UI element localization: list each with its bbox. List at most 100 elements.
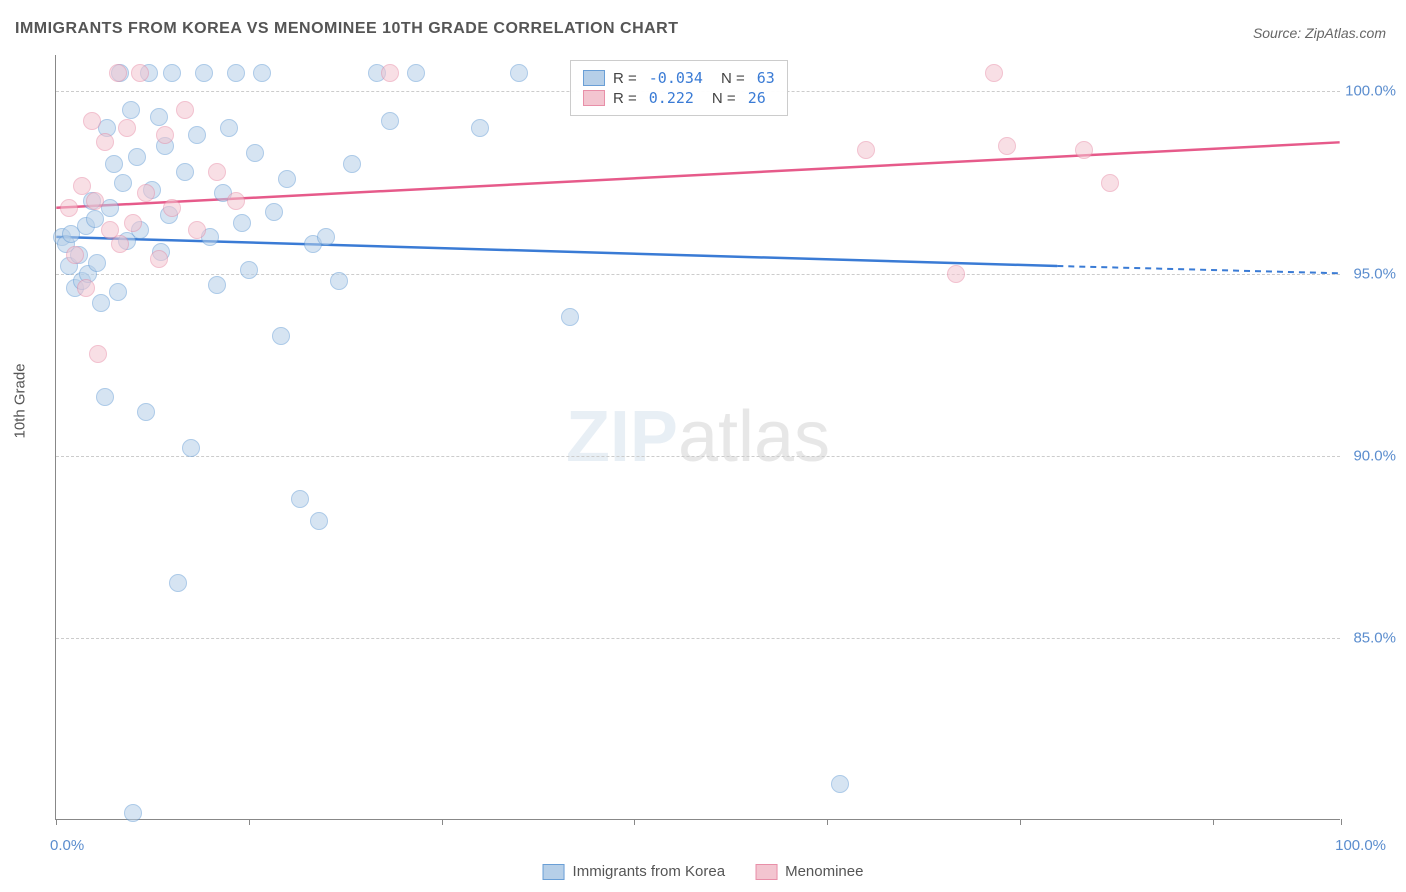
x-min-label: 0.0% — [50, 837, 84, 854]
legend-n-label: N = — [712, 90, 736, 107]
scatter-point — [150, 108, 168, 126]
scatter-point — [77, 279, 95, 297]
grid-line — [56, 638, 1340, 639]
bottom-legend-item: Menominee — [755, 863, 863, 880]
scatter-point — [227, 64, 245, 82]
scatter-point — [124, 214, 142, 232]
watermark: ZIPatlas — [566, 396, 830, 478]
y-tick-label: 90.0% — [1353, 447, 1396, 464]
scatter-point — [272, 327, 290, 345]
scatter-point — [111, 235, 129, 253]
scatter-point — [227, 192, 245, 210]
scatter-point — [89, 345, 107, 363]
scatter-point — [109, 283, 127, 301]
legend-swatch — [583, 70, 605, 86]
scatter-point — [510, 64, 528, 82]
scatter-point — [343, 155, 361, 173]
scatter-point — [253, 64, 271, 82]
scatter-point — [831, 775, 849, 793]
legend-r-label: R = — [613, 70, 637, 87]
scatter-point — [169, 574, 187, 592]
y-tick-label: 100.0% — [1345, 83, 1396, 100]
scatter-point — [208, 163, 226, 181]
scatter-point — [278, 170, 296, 188]
scatter-point — [124, 804, 142, 822]
scatter-point — [83, 112, 101, 130]
legend-n-value: 63 — [757, 69, 775, 87]
bottom-legend-item: Immigrants from Korea — [543, 863, 726, 880]
scatter-point — [122, 101, 140, 119]
legend-swatch — [543, 864, 565, 880]
series-legend: Immigrants from Korea Menominee — [543, 863, 864, 880]
legend-swatch — [583, 90, 605, 106]
scatter-point — [163, 64, 181, 82]
legend-r-value: 0.222 — [649, 89, 694, 107]
scatter-point — [118, 119, 136, 137]
legend-row: R = -0.034 N = 63 — [583, 69, 775, 87]
scatter-point — [176, 101, 194, 119]
scatter-point — [128, 148, 146, 166]
legend-swatch — [755, 864, 777, 880]
scatter-point — [109, 64, 127, 82]
x-tick — [1213, 819, 1214, 825]
plot-area: ZIPatlas — [55, 55, 1340, 820]
scatter-point — [156, 126, 174, 144]
scatter-point — [96, 133, 114, 151]
scatter-point — [150, 250, 168, 268]
scatter-point — [101, 199, 119, 217]
scatter-point — [188, 126, 206, 144]
scatter-point — [137, 403, 155, 421]
scatter-point — [857, 141, 875, 159]
legend-n-value: 26 — [748, 89, 766, 107]
scatter-point — [60, 199, 78, 217]
x-max-label: 100.0% — [1335, 837, 1386, 854]
trend-line-dashed — [1057, 266, 1339, 273]
x-tick — [56, 819, 57, 825]
legend-series-label: Immigrants from Korea — [573, 863, 726, 880]
scatter-point — [88, 254, 106, 272]
grid-line — [56, 456, 1340, 457]
scatter-point — [105, 155, 123, 173]
scatter-point — [947, 265, 965, 283]
scatter-point — [1101, 174, 1119, 192]
scatter-point — [246, 144, 264, 162]
scatter-point — [985, 64, 1003, 82]
legend-series-label: Menominee — [785, 863, 863, 880]
scatter-point — [998, 137, 1016, 155]
watermark-left: ZIP — [566, 397, 678, 477]
scatter-point — [220, 119, 238, 137]
scatter-point — [561, 308, 579, 326]
scatter-point — [195, 64, 213, 82]
x-tick — [442, 819, 443, 825]
scatter-point — [317, 228, 335, 246]
legend-r-value: -0.034 — [649, 69, 703, 87]
scatter-point — [310, 512, 328, 530]
x-tick — [249, 819, 250, 825]
scatter-point — [92, 294, 110, 312]
scatter-point — [176, 163, 194, 181]
scatter-point — [137, 184, 155, 202]
scatter-point — [182, 439, 200, 457]
scatter-point — [163, 199, 181, 217]
scatter-point — [471, 119, 489, 137]
y-axis-label: 10th Grade — [12, 363, 29, 438]
y-tick-label: 85.0% — [1353, 629, 1396, 646]
scatter-point — [96, 388, 114, 406]
chart-container: IMMIGRANTS FROM KOREA VS MENOMINEE 10TH … — [0, 0, 1406, 892]
x-tick — [1341, 819, 1342, 825]
trend-lines-svg — [56, 55, 1340, 819]
scatter-point — [188, 221, 206, 239]
scatter-point — [73, 177, 91, 195]
scatter-point — [381, 64, 399, 82]
legend-r-label: R = — [613, 90, 637, 107]
x-tick — [827, 819, 828, 825]
scatter-point — [233, 214, 251, 232]
correlation-legend: R = -0.034 N = 63 R = 0.222 N = 26 — [570, 60, 788, 116]
watermark-right: atlas — [678, 397, 830, 477]
source-text: Source: ZipAtlas.com — [1253, 25, 1386, 41]
scatter-point — [131, 64, 149, 82]
scatter-point — [240, 261, 258, 279]
scatter-point — [1075, 141, 1093, 159]
scatter-point — [291, 490, 309, 508]
x-tick — [1020, 819, 1021, 825]
